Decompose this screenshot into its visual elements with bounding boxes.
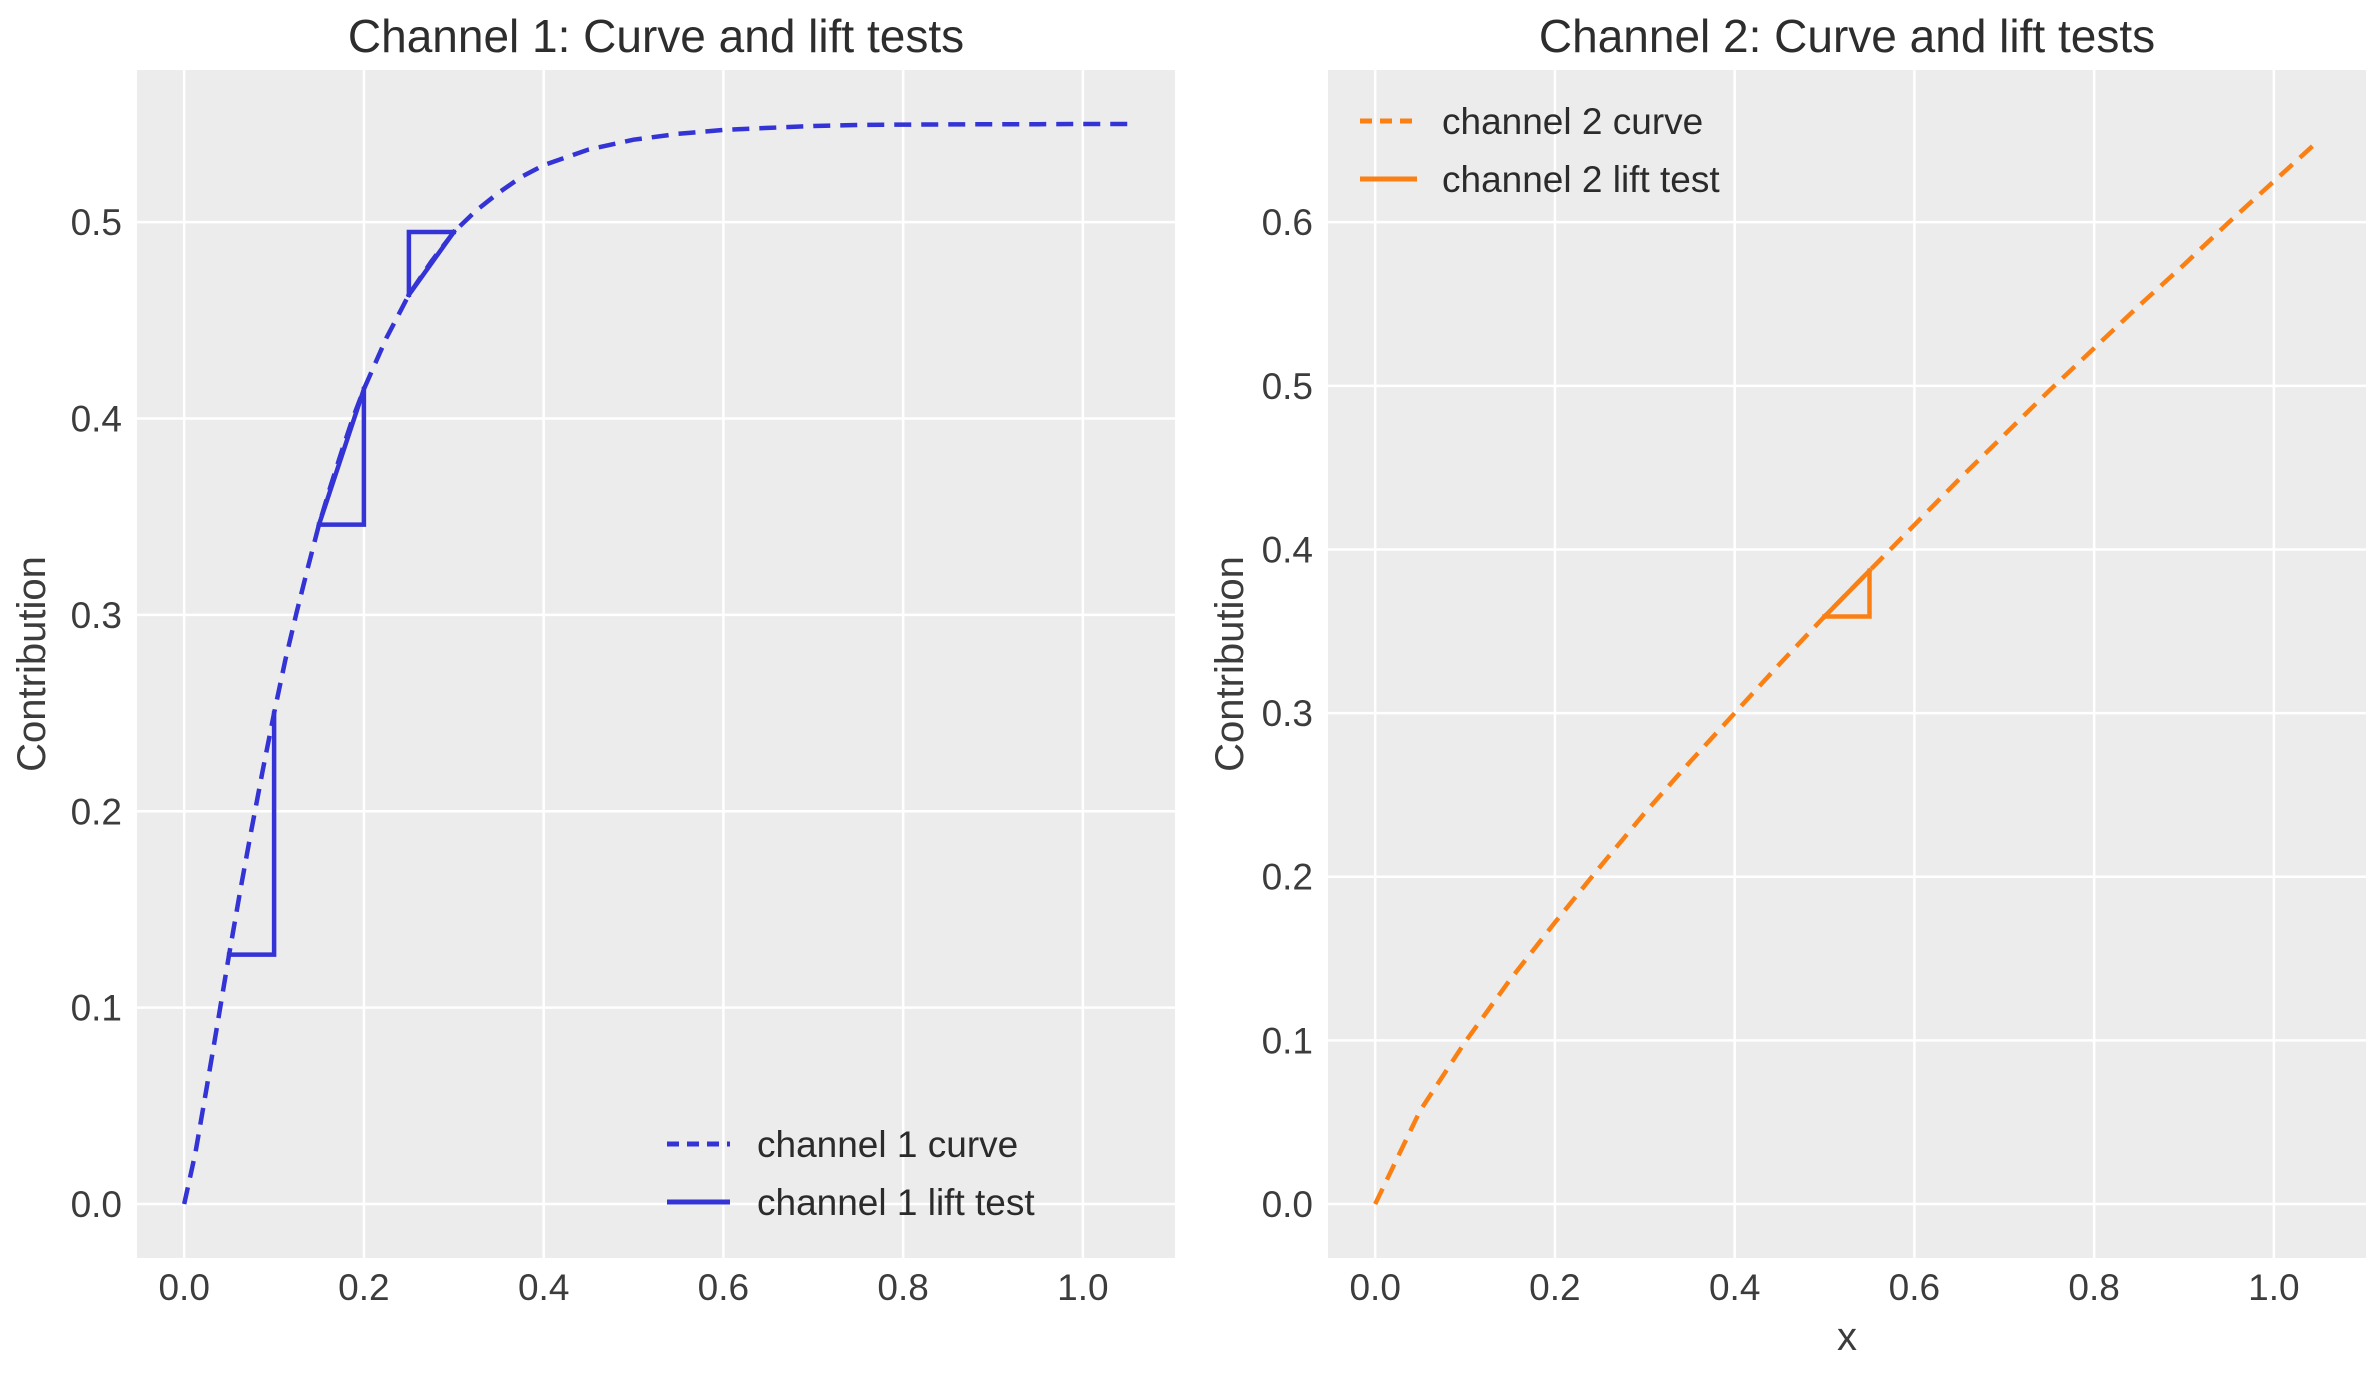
subplot-2-xlabel: x [1837, 1315, 1857, 1359]
x-tick-label: 0.4 [1709, 1267, 1760, 1308]
y-tick-label: 0.3 [1262, 693, 1313, 734]
channel-2-lift-test-chord [1821, 567, 1873, 620]
subplot-1-title: Channel 1: Curve and lift tests [348, 10, 964, 62]
x-tick-label: 0.6 [698, 1267, 749, 1308]
y-tick-label: 0.2 [1262, 857, 1313, 898]
subplot-2-ylabel: Contribution [1208, 556, 1252, 772]
axes-background [1328, 70, 2366, 1258]
y-tick-label: 0.0 [71, 1184, 122, 1225]
y-tick-label: 0.5 [1262, 366, 1313, 407]
gridlines [1328, 70, 2366, 1258]
channel-2-legend: channel 2 curve channel 2 lift test [1360, 101, 1720, 200]
legend-label: channel 2 lift test [1442, 159, 1720, 200]
y-tick-label: 0.4 [1262, 530, 1313, 571]
y-tick-label: 0.3 [71, 595, 122, 636]
y-tick-label: 0.1 [1262, 1020, 1313, 1061]
x-tick-label: 1.0 [2248, 1267, 2299, 1308]
x-tick-label: 0.6 [1889, 1267, 1940, 1308]
subplot-channel-1: 0.0 0.2 0.4 0.6 0.8 1.0 0.0 0.1 0.2 0.3 0.4 0.5 chan… [71, 70, 1175, 1308]
y-tick-label: 0.1 [71, 988, 122, 1029]
x-tick-label: 0.2 [338, 1267, 389, 1308]
tick-labels: 0.0 0.2 0.4 0.6 0.8 1.0 0.0 0.1 0.2 0.3 0.4 0.5 0.6 [1262, 202, 2300, 1308]
legend-label: channel 1 lift test [757, 1182, 1035, 1223]
channel-2-curve-line [1373, 138, 2321, 1205]
channel-2-lift-test-legs [1822, 568, 1872, 619]
tick-labels: 0.0 0.2 0.4 0.6 0.8 1.0 0.0 0.1 0.2 0.3 0.4 0.5 [71, 202, 1109, 1308]
legend-label: channel 2 curve [1442, 101, 1703, 142]
channel-1-lift-test-legs [406, 229, 457, 298]
axes-background [137, 70, 1175, 1258]
y-tick-label: 0.2 [71, 791, 122, 832]
channel-1-lift-test-chord [405, 228, 457, 298]
y-tick-label: 0.4 [71, 399, 122, 440]
legend-label: channel 1 curve [757, 1124, 1018, 1165]
channel-1-lift-test-legs [316, 386, 367, 527]
x-tick-label: 0.0 [158, 1267, 209, 1308]
channel-1-lift-test-chord [316, 386, 367, 528]
x-tick-label: 0.8 [2068, 1267, 2119, 1308]
x-tick-label: 0.8 [877, 1267, 928, 1308]
channel-1-lift-test-legs [226, 710, 277, 957]
subplot-2-title: Channel 2: Curve and lift tests [1539, 10, 2155, 62]
x-tick-label: 0.2 [1529, 1267, 1580, 1308]
x-tick-label: 0.0 [1349, 1267, 1400, 1308]
subplot-1-ylabel: Contribution [10, 556, 54, 772]
subplot-channel-2: 0.0 0.2 0.4 0.6 0.8 1.0 0.0 0.1 0.2 0.3 0.4 0.5 0.6 c… [1262, 70, 2366, 1308]
channel-1-legend: channel 1 curve channel 1 lift test [667, 1124, 1035, 1223]
y-tick-label: 0.0 [1262, 1184, 1313, 1225]
y-tick-label: 0.5 [71, 202, 122, 243]
gridlines [137, 70, 1175, 1258]
y-tick-label: 0.6 [1262, 202, 1313, 243]
x-tick-label: 0.4 [518, 1267, 569, 1308]
x-tick-label: 1.0 [1057, 1267, 1108, 1308]
